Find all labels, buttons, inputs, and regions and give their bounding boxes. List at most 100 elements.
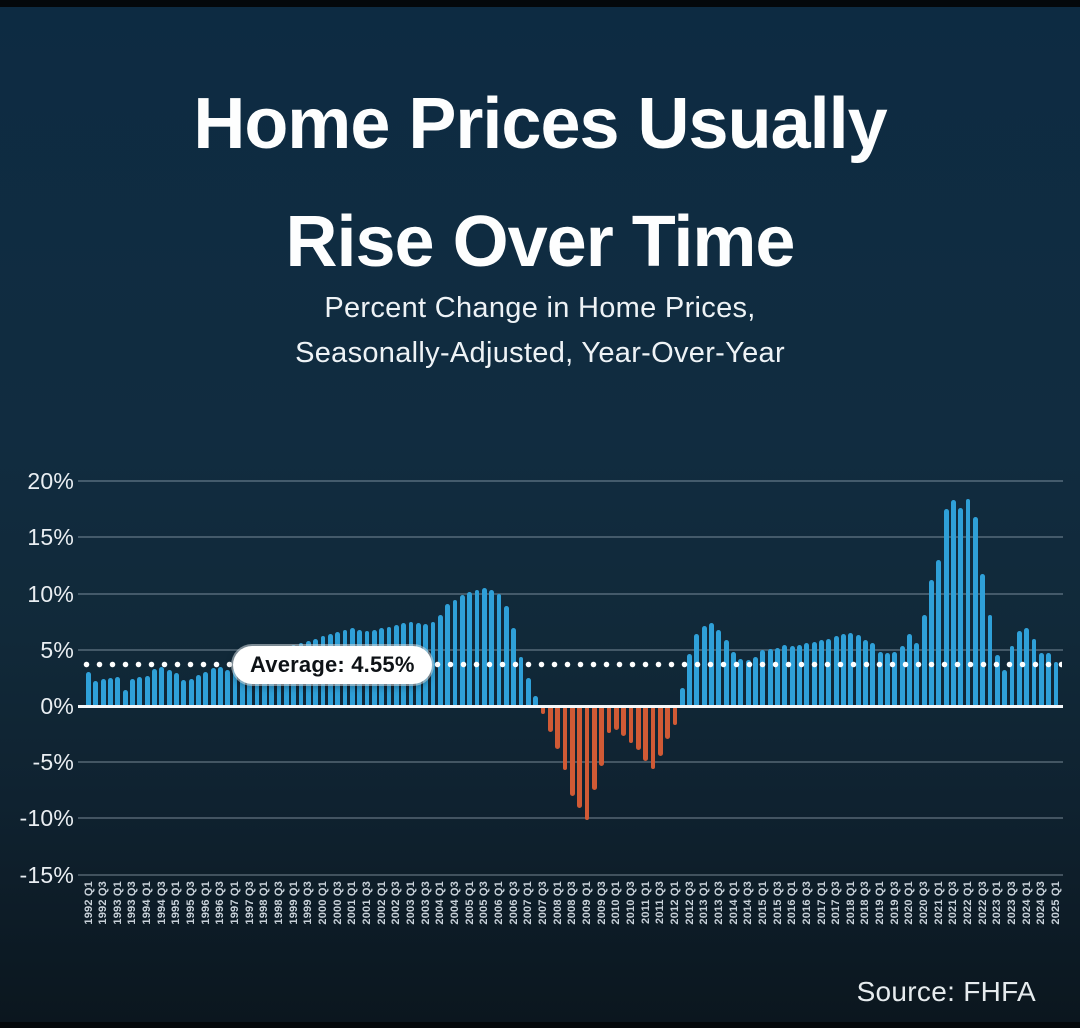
x-axis-label-2010-q3: 2010 Q3 [624,881,638,925]
x-axis-label-2013-q3: 2013 Q3 [712,881,726,925]
bar-2017-q3 [833,636,839,706]
gridline--15pct [78,873,1063,876]
bar-2014-q2 [738,658,744,706]
bar-2020-q1 [907,634,912,706]
bar-1992-q1 [86,672,91,706]
bar-2010-q4 [635,707,641,751]
x-axis-label-1995-q1: 1995 Q1 [169,881,183,925]
x-axis-label-text: 2023 Q3 [1006,881,1019,925]
x-axis-label-2016-q1: 2016 Q1 [785,881,799,925]
bar-2020-q2 [914,643,920,706]
x-axis-label-1999-q3: 1999 Q3 [301,881,315,925]
bar-2017-q2 [826,638,832,706]
x-axis-label-2025-q1: 2025 Q1 [1049,881,1063,925]
x-axis-label-2008-q3: 2008 Q3 [565,881,579,925]
x-axis-label-text: 1994 Q3 [155,881,168,925]
x-axis-label-text: 2003 Q3 [419,881,432,925]
bar-2024-q4 [1046,653,1052,706]
y-axis-label--5pct: -5% [32,749,74,776]
bar-1994-q1 [144,675,150,706]
x-axis-label-1998-q1: 1998 Q1 [257,881,271,925]
bar-2019-q1 [877,652,883,706]
bar-1992-q2 [93,681,99,706]
bar-2018-q2 [855,635,861,706]
source-credit: Source: FHFA [856,976,1036,1007]
bar-1993-q2 [122,690,128,706]
x-axis-label-text: 2003 Q1 [405,881,418,925]
x-axis-label-text: 2011 Q3 [654,881,667,924]
bar-2011-q2 [650,707,656,770]
x-axis-label-2001-q3: 2001 Q3 [360,881,374,925]
x-axis-label-1993-q1: 1993 Q1 [111,881,125,925]
x-axis-label-2003-q1: 2003 Q1 [404,881,418,925]
bar-2018-q4 [870,643,876,706]
x-axis-label-2004-q1: 2004 Q1 [433,881,447,925]
x-axis-label-text: 1995 Q3 [185,881,198,925]
average-callout-pill: Average: 4.55% [233,646,432,684]
bar-2014-q4 [753,656,758,706]
bar-2017-q4 [841,634,846,706]
x-axis-label-text: 2001 Q1 [346,881,359,925]
x-axis-label-text: 2004 Q3 [449,881,461,925]
x-axis-label-text: 1997 Q3 [243,881,256,925]
x-axis-label-text: 2008 Q1 [551,881,564,925]
x-axis-label-text: 1997 Q1 [229,881,242,925]
x-axis-label-1996-q3: 1996 Q3 [213,881,227,925]
chart-subtitle-line1: Percent Change in Home Prices, [324,292,756,324]
x-axis-label-2024-q3: 2024 Q3 [1034,881,1048,925]
bar-1993-q4 [137,676,143,706]
x-axis-label-text: 1995 Q1 [170,881,183,925]
x-axis-label-2004-q3: 2004 Q3 [448,881,462,925]
x-axis-label-text: 2017 Q1 [815,881,828,925]
bar-2011-q1 [643,707,648,762]
bar-2022-q4 [987,614,993,706]
bar-1996-q1 [203,672,209,706]
bar-2014-q3 [745,659,751,706]
x-axis-label-text: 2013 Q3 [712,881,725,925]
bar-2022-q1 [965,499,971,706]
y-axis-label-10pct: 10% [27,580,74,607]
bar-2005-q2 [474,590,480,706]
bar-2023-q2 [1002,670,1008,706]
x-axis-label-text: 2001 Q3 [361,881,374,925]
bar-2021-q2 [943,509,949,706]
x-axis-label-text: 2014 Q1 [727,881,740,925]
x-axis-label-1997-q1: 1997 Q1 [228,881,242,925]
bar-2023-q1 [995,655,1000,706]
x-axis-label-2016-q3: 2016 Q3 [800,881,814,925]
gridline-10pct [78,592,1063,595]
bar-2021-q1 [936,559,942,706]
x-axis-label-2002-q1: 2002 Q1 [375,881,389,925]
x-axis-label-2023-q3: 2023 Q3 [1005,881,1019,925]
x-axis-label-text: 2015 Q3 [771,881,784,925]
x-axis-label-text: 2018 Q1 [844,881,857,925]
bar-2018-q3 [863,639,868,706]
bar-2025-q1 [1053,662,1059,706]
x-axis-label-text: 2024 Q3 [1035,881,1048,925]
bar-2021-q3 [951,500,956,706]
bar-1992-q3 [100,679,106,706]
bar-2018-q1 [848,632,854,706]
bar-2015-q4 [782,645,788,706]
bar-2008-q1 [555,707,561,750]
x-axis-label-text: 2020 Q1 [903,881,916,925]
bar-2008-q2 [562,707,568,771]
y-axis-label-20pct: 20% [27,468,74,495]
gridline-20pct [78,480,1063,483]
bar-2005-q1 [467,592,473,706]
x-axis-label-2005-q1: 2005 Q1 [463,881,477,925]
x-axis-label-text: 1993 Q3 [126,881,139,925]
y-axis-label--10pct: -10% [19,805,74,832]
bottom-edge-strip [0,1022,1080,1028]
x-axis-label-2012-q1: 2012 Q1 [668,881,682,925]
bar-2013-q4 [723,639,729,706]
bar-2021-q4 [958,508,964,706]
bar-2010-q1 [613,707,619,730]
bar-2016-q1 [789,646,795,706]
bar-2004-q3 [452,600,458,706]
gridline-0pct [78,704,1063,708]
x-axis-label-2005-q3: 2005 Q3 [477,881,491,925]
y-axis-label-15pct: 15% [27,524,74,551]
x-axis-label-2020-q3: 2020 Q3 [917,881,931,925]
